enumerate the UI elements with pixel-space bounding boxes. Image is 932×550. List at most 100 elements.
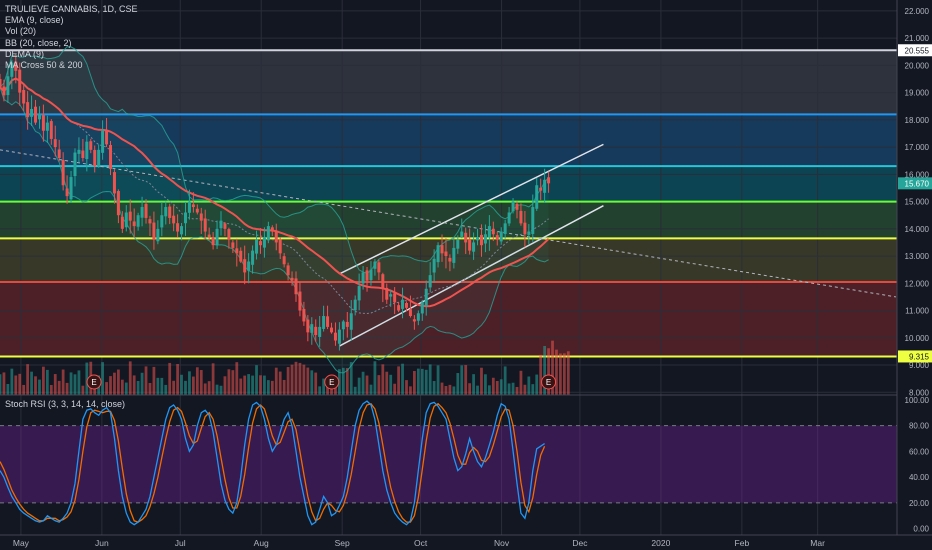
volume-bar [34,376,37,395]
earnings-marker-0[interactable] [86,374,102,390]
candle-body [136,215,140,227]
candle-body [456,239,460,249]
volume-bar [278,371,282,395]
legend-ema[interactable]: EMA (9, close) [5,15,64,26]
volume-bar [432,381,436,395]
candle-body [444,251,448,257]
candle-body [81,150,85,158]
volume-bar [420,368,424,395]
volume-bar [148,383,152,395]
volume-bar [42,366,45,395]
volume-bar [535,374,539,395]
candle-body [49,121,53,139]
candle-body [361,272,365,284]
candle-body [318,326,322,337]
candle-body [511,201,515,212]
earnings-marker-2[interactable] [541,374,557,390]
volume-bar [507,383,511,395]
stoch-rsi-k-line [0,400,545,526]
volume-bar [385,371,389,395]
candle-body [393,293,397,303]
symbol-title[interactable]: TRULIEVE CANNABIS, 1D, CSE [5,4,138,14]
candle-body [124,212,128,228]
candle-body [452,247,456,263]
volume-bar [551,340,554,395]
volume-bar [53,374,57,395]
time-tick-label: Dec [572,538,588,548]
candle-body [487,226,491,238]
legend-dema[interactable]: DEMA (9) [5,48,45,59]
candle-body [255,239,259,254]
volume-bar [85,362,89,395]
candle-body [219,220,223,229]
trend-line-2[interactable] [0,149,897,298]
candle-body [53,139,57,148]
trend-line-1[interactable] [339,205,604,347]
candle-body [140,207,144,218]
volume-bar [73,374,77,395]
candle-body [401,299,405,309]
candle-body [397,305,401,311]
candle-body [369,269,373,281]
candle-body [262,237,266,248]
price-tick-label: 15.000 [905,198,930,207]
volume-bar [511,382,515,395]
trend-lines[interactable] [0,143,897,347]
volume-bar [559,353,562,395]
volume-bar [290,364,294,395]
candle-body [57,149,61,158]
time-tick-label: Feb [735,538,750,548]
candle-body [519,210,523,224]
candle-body [37,114,41,120]
candle-body [314,326,318,336]
legend-bb[interactable]: BB (20, close, 2) [5,37,72,48]
stoch-rsi-legend[interactable]: Stoch RSI (3, 3, 14, 14, close) [5,399,126,409]
trend-line-0[interactable] [339,143,604,275]
volume-bar [30,371,33,395]
candle-body [472,242,476,252]
candle-body [207,234,211,237]
horizontal-levels[interactable] [0,49,897,358]
volume-bar [231,370,235,395]
volume-bar [452,386,456,395]
volume-bar [227,369,231,395]
candle-body [476,237,480,241]
volume-bar [369,384,373,395]
candle-body [341,321,345,330]
volume-bar [424,369,428,395]
candle-body [491,228,495,235]
volume-bar [203,383,207,395]
candle-body [440,245,444,254]
legend-ma-cross[interactable]: MA Cross 50 & 200 [5,60,83,71]
rsi-tick-label: 100.00 [905,396,930,405]
candle-body [97,149,101,167]
earnings-marker-1[interactable] [324,374,340,390]
candle-body [199,213,203,221]
volume-bar [519,370,523,395]
volume-bar [405,380,408,395]
legend-vol[interactable]: Vol (20) [5,26,37,37]
stoch-rsi-pane [0,394,932,526]
price-tick-label: 17.000 [905,143,930,152]
price-tick-label: 22.000 [905,7,930,16]
candle-body [152,222,156,240]
candle-body [109,145,113,169]
volume-bar [562,353,566,395]
volume-bar [164,384,168,395]
candle-body [144,203,148,218]
volume-bar [219,385,223,395]
volume-bar [468,383,472,395]
rsi-tick-label: 20.00 [909,499,930,508]
candle-body [235,248,239,254]
candle-body [26,102,30,118]
volume-bar [476,385,479,395]
candle-body [294,278,298,295]
volume-bar [215,384,219,395]
volume-bar [136,380,140,395]
candle-body [156,228,160,242]
volume-bar [140,372,144,395]
candle-body [365,270,369,281]
volume-bar [247,374,251,395]
